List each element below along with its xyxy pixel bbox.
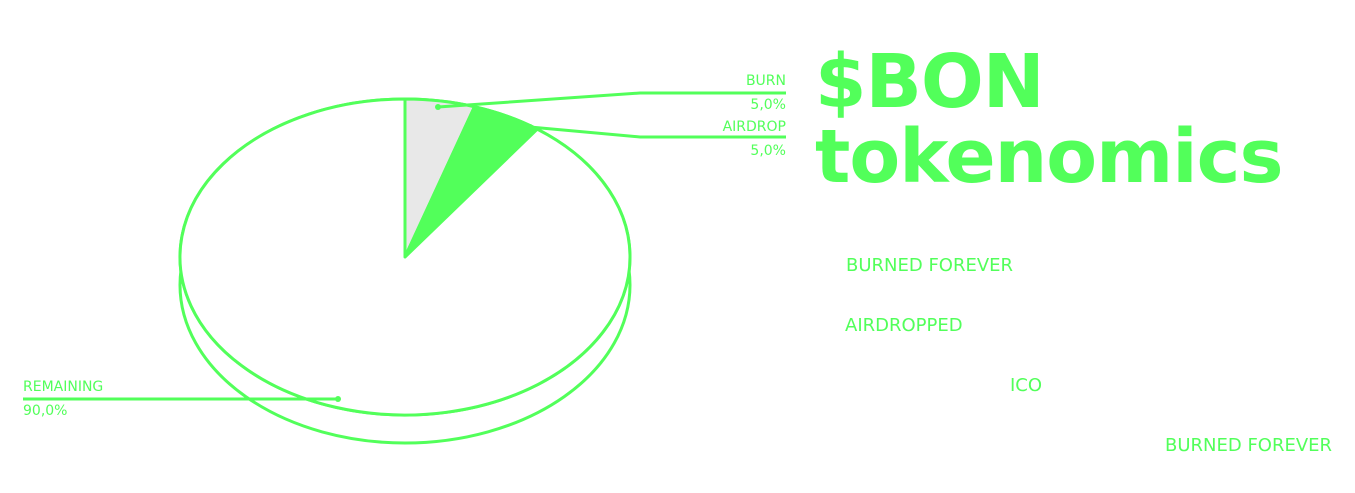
slice-label-remaining: REMAINING: [23, 379, 104, 395]
page-title-tokenomics: tokenomics: [815, 114, 1284, 200]
legend-item-burned-forever: BURNED FOREVER: [846, 255, 1014, 276]
slice-value-airdrop: 5,0%: [750, 143, 786, 159]
slice-value-burn: 5,0%: [750, 97, 786, 113]
leader-dot-airdrop: [527, 124, 533, 130]
slice-label-burn: BURN: [745, 73, 786, 89]
leader-line-burn: [437, 91, 786, 109]
legend-item-ico: ICO: [1010, 375, 1043, 396]
slice-label-airdrop: AIRDROP: [722, 119, 786, 135]
slice-value-remaining: 90,0%: [23, 403, 68, 419]
legend-item-burned-forever-2: BURNED FOREVER: [1165, 435, 1333, 456]
pie-slice-remaining: [178, 97, 632, 417]
leader-dot-burn: [435, 104, 441, 110]
legend-item-airdropped: AIRDROPPED: [845, 315, 963, 336]
leader-dot-remaining: [335, 396, 341, 402]
page-title-token: $BON: [815, 39, 1045, 125]
leader-line-airdrop: [529, 125, 786, 139]
